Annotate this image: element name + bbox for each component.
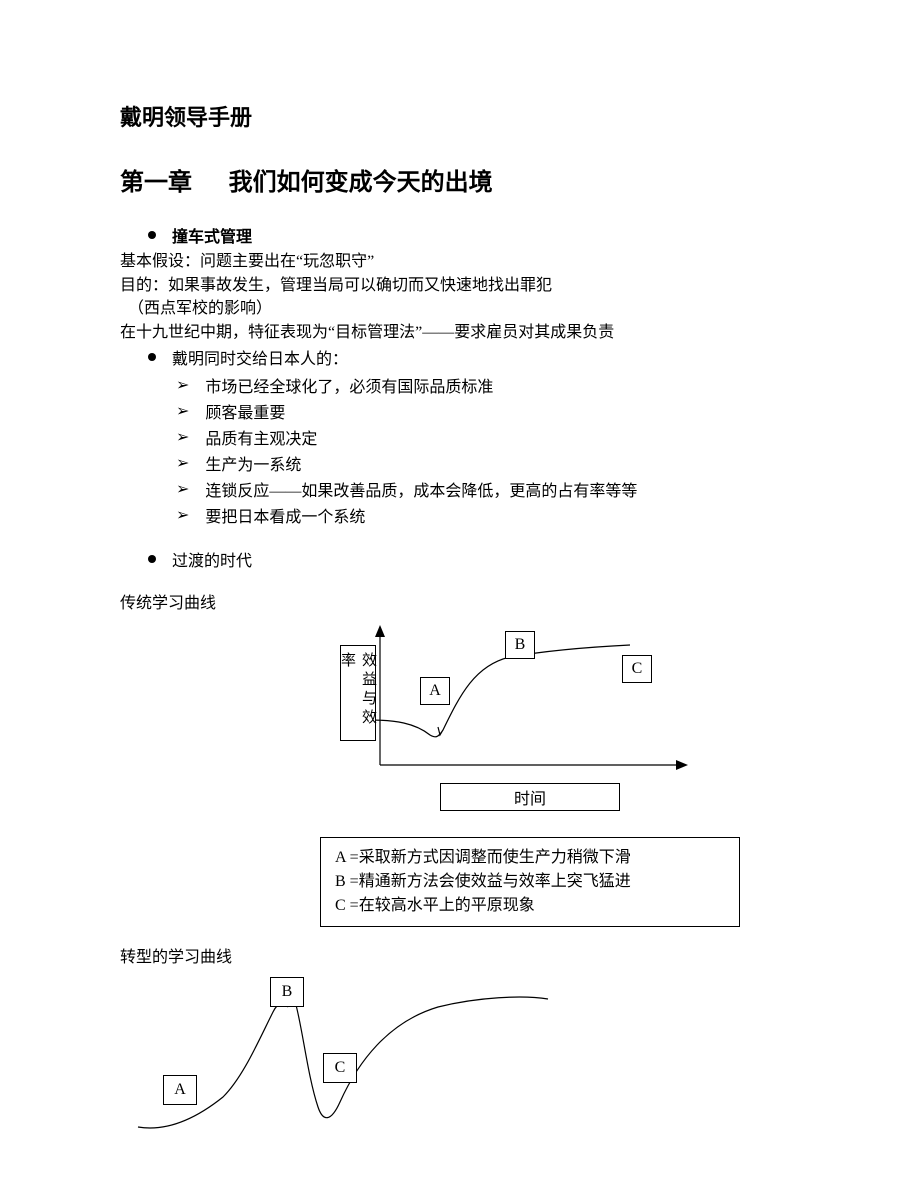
chart1-label-b: B — [505, 631, 535, 659]
list-item: ➢ 市场已经全球化了，必须有国际品质标准 — [120, 373, 800, 397]
legend-box: A =采取新方式因调整而使生产力稍微下滑 B =精通新方法会使效益与效率上突飞猛… — [320, 837, 740, 927]
list-item-text: 品质有主观决定 — [205, 425, 317, 449]
legend-c: C =在较高水平上的平原现象 — [335, 894, 725, 918]
chapter-heading: 第一章 我们如何变成今天的出境 — [120, 162, 800, 197]
chart1-label-c: C — [622, 655, 652, 683]
arrow-icon: ➢ — [176, 427, 189, 447]
deming-intro: 戴明同时交给日本人的： — [172, 345, 348, 369]
paragraph: （西点军校的影响） — [120, 298, 800, 320]
list-item: ➢ 要把日本看成一个系统 — [120, 503, 800, 527]
chart1-title: 传统学习曲线 — [120, 593, 800, 615]
chart1-label-a: A — [420, 677, 450, 705]
chart1: 效益与效率 A B C 时间 — [280, 625, 700, 817]
chart2-title: 转型的学习曲线 — [120, 947, 800, 969]
list-item-text: 顾客最重要 — [205, 399, 285, 423]
section-heading-row: 过渡的时代 — [120, 547, 800, 571]
chart1-xlabel-box: 时间 — [440, 783, 620, 811]
chart1-ylabel-box: 效益与效率 — [340, 645, 376, 741]
arrow-icon: ➢ — [176, 401, 189, 421]
section1-heading: 撞车式管理 — [172, 223, 252, 247]
paragraph: 目的：如果事故发生，管理当局可以确切而又快速地找出罪犯 — [120, 275, 800, 297]
list-item: ➢ 生产为一系统 — [120, 451, 800, 475]
chart2-label-c: C — [323, 1053, 357, 1083]
arrow-icon: ➢ — [176, 375, 189, 395]
bullet-row: 戴明同时交给日本人的： — [120, 345, 800, 369]
chart2-label-b: B — [270, 977, 304, 1007]
list-item-text: 连锁反应——如果改善品质，成本会降低，更高的占有率等等 — [205, 477, 637, 501]
document-title: 戴明领导手册 — [120, 100, 800, 132]
chart1-ylabel: 效益与效率 — [337, 652, 379, 734]
section2-heading: 过渡的时代 — [172, 547, 252, 571]
chapter-title-text: 我们如何变成今天的出境 — [229, 169, 493, 196]
list-item-text: 要把日本看成一个系统 — [205, 503, 365, 527]
section-heading-row: 撞车式管理 — [120, 223, 800, 247]
arrow-icon: ➢ — [176, 453, 189, 473]
chart1-xlabel: 时间 — [514, 785, 546, 809]
bullet-icon — [148, 353, 156, 361]
list-item-text: 市场已经全球化了，必须有国际品质标准 — [205, 373, 493, 397]
list-item-text: 生产为一系统 — [205, 451, 301, 475]
list-item: ➢ 顾客最重要 — [120, 399, 800, 423]
arrow-icon: ➢ — [176, 479, 189, 499]
paragraph: 在十九世纪中期，特征表现为“目标管理法”——要求雇员对其成果负责 — [120, 322, 800, 344]
paragraph: 基本假设：问题主要出在“玩忽职守” — [120, 251, 800, 273]
chapter-number: 第一章 — [120, 162, 192, 197]
legend-b: B =精通新方法会使效益与效率上突飞猛进 — [335, 870, 725, 894]
bullet-icon — [148, 555, 156, 563]
bullet-icon — [148, 231, 156, 239]
list-item: ➢ 连锁反应——如果改善品质，成本会降低，更高的占有率等等 — [120, 477, 800, 501]
legend-a: A =采取新方式因调整而使生产力稍微下滑 — [335, 846, 725, 870]
chart2: A B C — [128, 977, 568, 1147]
arrow-icon: ➢ — [176, 505, 189, 525]
list-item: ➢ 品质有主观决定 — [120, 425, 800, 449]
chart2-label-a: A — [163, 1075, 197, 1105]
